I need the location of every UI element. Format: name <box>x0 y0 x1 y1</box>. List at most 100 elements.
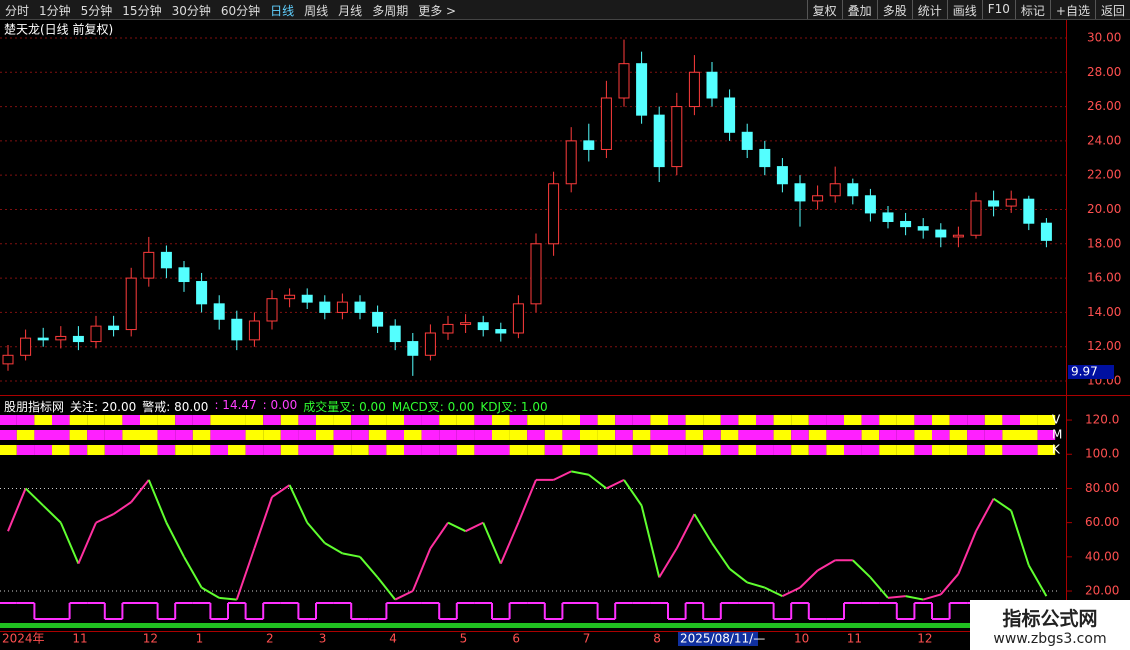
chart-title: 楚天龙(日线 前复权) <box>4 22 113 37</box>
indicator-segment <box>482 522 502 565</box>
stripe-cell <box>914 430 932 440</box>
toolbar-button[interactable]: 叠加 <box>841 0 877 19</box>
y-tick-label: 24.00 <box>1087 133 1121 147</box>
candle-body <box>336 301 348 313</box>
tab[interactable]: 更多 > <box>418 4 457 18</box>
toolbar-button[interactable]: 统计 <box>911 0 947 19</box>
indicator-segment <box>183 556 203 589</box>
indicator-segment <box>571 470 589 476</box>
toolbar-button[interactable]: 标记 <box>1014 0 1050 19</box>
tab[interactable]: 月线 <box>338 4 363 18</box>
stripe-cell <box>157 445 176 455</box>
stripe-cell <box>386 445 404 455</box>
toolbar-button[interactable]: +自选 <box>1049 0 1095 19</box>
stripe-cell <box>984 445 1003 455</box>
stripe-cell <box>333 445 352 455</box>
indicator-segment <box>957 530 977 575</box>
stripe-cell <box>879 430 897 440</box>
stripe-cell <box>439 415 457 425</box>
tab[interactable]: 多周期 <box>372 4 409 18</box>
stripe-cell <box>668 415 686 425</box>
stripe-cell <box>896 415 915 425</box>
toolbar-button[interactable]: F10 <box>981 0 1015 19</box>
stripe-cell <box>949 445 968 455</box>
indicator-segment <box>588 473 608 490</box>
indicator-segment <box>447 521 467 533</box>
tab[interactable]: 60分钟 <box>220 4 261 18</box>
stripe-cell <box>439 430 457 440</box>
y-tick-label: 20.00 <box>1085 584 1119 598</box>
tab[interactable]: 分时 <box>5 4 30 18</box>
toolbar-button[interactable]: 返回 <box>1094 0 1130 19</box>
stripe-cell <box>1037 430 1056 440</box>
tab[interactable]: 周线 <box>304 4 329 18</box>
stripe-cell <box>597 415 616 425</box>
toolbar-button[interactable]: 复权 <box>806 0 842 19</box>
indicator-segment <box>147 479 168 524</box>
stripe-cell <box>668 430 686 440</box>
stripe-cell <box>157 430 176 440</box>
stripe-cell <box>16 445 35 455</box>
stripe-cell <box>879 415 897 425</box>
watermark-url: www.zbgs3.com <box>993 631 1107 647</box>
stripe-cell <box>404 445 422 455</box>
indicator-segment <box>817 559 836 572</box>
toolbar-button[interactable]: 画线 <box>946 0 982 19</box>
stripe-cell <box>87 415 105 425</box>
candle-body <box>671 106 683 168</box>
candle-body <box>284 294 296 300</box>
indicator-segment <box>658 547 678 578</box>
stripe-cell <box>192 415 211 425</box>
indicator-segment <box>993 497 1012 512</box>
stripe-cell <box>492 430 510 440</box>
candle-body <box>900 220 912 228</box>
indicator-segment <box>781 586 801 598</box>
stripe-cell <box>615 445 633 455</box>
candle-body <box>319 301 331 313</box>
candle-body <box>55 335 67 341</box>
indicator-segment <box>799 569 819 589</box>
stripe-cell <box>456 430 475 440</box>
stripe-cell <box>368 415 387 425</box>
tab[interactable]: 1分钟 <box>39 4 71 18</box>
stripe-cell <box>16 415 35 425</box>
stripe-cell <box>597 430 616 440</box>
stripe-cell <box>368 430 387 440</box>
stripe-cell <box>1020 415 1038 425</box>
indicator-segment <box>394 590 414 601</box>
candle-body <box>706 71 718 99</box>
stripe-cell <box>263 415 281 425</box>
watermark-title: 指标公式网 <box>1002 608 1098 630</box>
stripe-cell <box>245 415 264 425</box>
stripe-cell <box>984 415 1003 425</box>
tab[interactable]: 15分钟 <box>122 4 162 18</box>
indicator-field: : 14.47 <box>214 398 257 412</box>
stripe-cell <box>808 430 827 440</box>
stripe-cell <box>756 445 774 455</box>
x-tick-label: 10 <box>794 632 809 646</box>
divider <box>0 395 1130 396</box>
stripe-cell <box>175 445 193 455</box>
stripe-cell <box>509 415 528 425</box>
stripe-cell <box>527 445 545 455</box>
stripe-cell <box>967 415 985 425</box>
stripe-cell <box>228 430 246 440</box>
stripe-cell <box>632 430 651 440</box>
tab[interactable]: 30分钟 <box>171 4 211 18</box>
stripe-cell <box>844 415 862 425</box>
stripe-cell <box>456 415 475 425</box>
tab[interactable]: 5分钟 <box>80 4 113 18</box>
indicator-segment <box>219 596 237 601</box>
candle-body <box>37 337 49 341</box>
stripe-cell <box>703 430 721 440</box>
toolbar-button[interactable]: 多股 <box>876 0 912 19</box>
candle-body <box>160 251 172 269</box>
tab[interactable]: 日线 <box>270 4 295 18</box>
stripe-cell <box>104 415 123 425</box>
indicator-segment <box>306 521 326 544</box>
stripe-cell <box>1037 415 1056 425</box>
indicator-field: 股朋指标网 <box>4 400 65 414</box>
indicator-segment <box>940 573 960 596</box>
